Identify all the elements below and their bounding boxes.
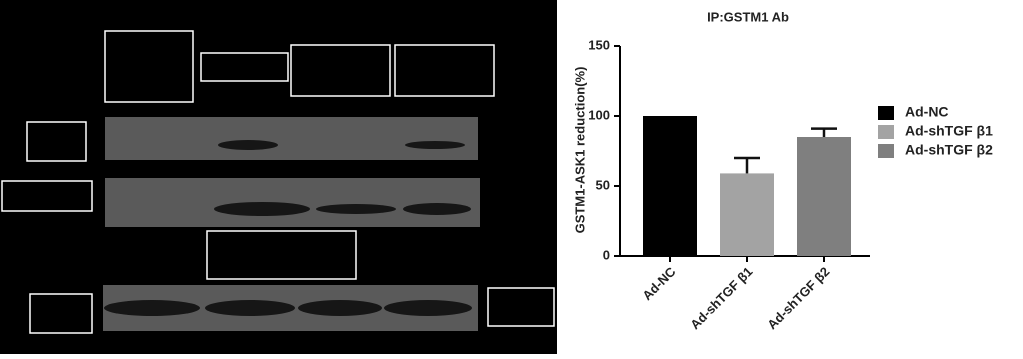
blot-band xyxy=(104,300,200,316)
chart-title: IP:GSTM1 Ab xyxy=(707,9,789,24)
blot-band xyxy=(214,202,310,216)
legend-swatch xyxy=(878,125,894,139)
western-blot xyxy=(0,0,557,354)
x-tick-label: Ad-shTGF β1 xyxy=(687,264,755,332)
y-tick-label: 0 xyxy=(603,247,610,262)
blot-band xyxy=(218,140,278,150)
x-tick-label: Ad-NC xyxy=(639,264,679,304)
x-tick-label: Ad-shTGF β2 xyxy=(764,264,832,332)
bar-chart: IP:GSTM1 Ab GSTM1-ASK1 reduction(%) 0 50 1… xyxy=(572,9,993,332)
redaction-box xyxy=(26,121,87,162)
redaction-box xyxy=(290,44,391,97)
y-axis-label: GSTM1-ASK1 reduction(%) xyxy=(572,67,587,234)
blot-band xyxy=(316,204,396,214)
legend-label: Ad-NC xyxy=(905,104,949,120)
redaction-box xyxy=(206,230,357,280)
redaction-box xyxy=(394,44,495,97)
redaction-box xyxy=(487,287,555,327)
redaction-box xyxy=(104,30,194,103)
redaction-box xyxy=(200,52,289,82)
blot-band xyxy=(403,203,471,215)
y-tick-label: 150 xyxy=(588,37,610,52)
bar xyxy=(720,173,774,256)
bar xyxy=(643,116,697,256)
blot-band xyxy=(405,141,465,149)
legend-swatch xyxy=(878,144,894,158)
blot-band xyxy=(384,300,472,316)
y-tick-label: 50 xyxy=(596,177,610,192)
blot-band xyxy=(205,300,295,316)
y-tick-label: 100 xyxy=(588,107,610,122)
legend-swatch xyxy=(878,106,894,120)
blot-strip xyxy=(105,178,480,227)
blot-strip xyxy=(105,117,478,160)
redaction-box xyxy=(1,180,93,212)
bar xyxy=(797,137,851,256)
legend-label: Ad-shTGF β2 xyxy=(905,142,993,158)
redaction-box xyxy=(29,293,93,334)
blot-band xyxy=(298,300,382,316)
legend-label: Ad-shTGF β1 xyxy=(905,123,993,139)
